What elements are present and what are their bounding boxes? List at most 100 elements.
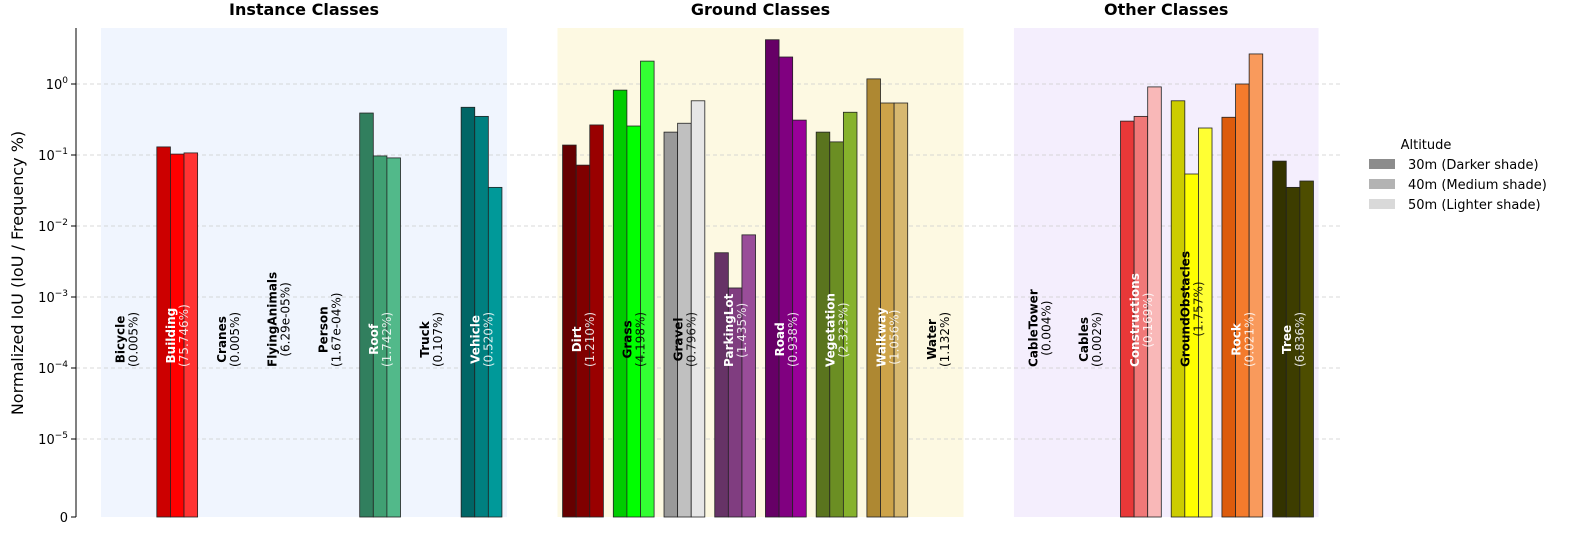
class-name: CableTower bbox=[1026, 289, 1040, 367]
class-label-cabletower: CableTower (0.004%) bbox=[1026, 289, 1053, 367]
class-frequency: (6.836%) bbox=[1293, 312, 1307, 367]
group-title: Instance Classes bbox=[229, 0, 379, 19]
y-tick-label: 10−5 bbox=[38, 431, 68, 448]
legend-label: 50m (Lighter shade) bbox=[1408, 198, 1541, 213]
class-name: Grass bbox=[621, 320, 635, 358]
class-label-walkway: Walkway (1.056%) bbox=[874, 307, 901, 367]
bar-road-2 bbox=[792, 119, 807, 518]
legend-label: 40m (Medium shade) bbox=[1408, 178, 1547, 193]
y-tick-label: 100 bbox=[46, 76, 69, 93]
class-label-road: Road (0.938%) bbox=[773, 312, 800, 367]
legend: Altitude 30m (Darker shade) 40m (Medium sh… bbox=[1369, 138, 1547, 213]
class-name: Gravel bbox=[671, 317, 685, 361]
group-background-2 bbox=[1013, 28, 1319, 517]
y-tick-label: 10−3 bbox=[38, 289, 68, 306]
class-name: GroundObstacles bbox=[1179, 251, 1193, 367]
class-name: Building bbox=[164, 308, 178, 364]
bar-groundobstacles-2 bbox=[1198, 127, 1213, 518]
class-name: Vegetation bbox=[824, 293, 838, 367]
bar-walkway-2 bbox=[893, 102, 909, 518]
class-frequency: (0.107%) bbox=[431, 312, 445, 367]
class-label-roof: Roof (1.742%) bbox=[367, 312, 394, 367]
class-frequency: (0.004%) bbox=[1039, 301, 1053, 356]
class-label-bicycle: Bicycle (0.005%) bbox=[114, 312, 141, 367]
class-name: Road bbox=[773, 322, 787, 356]
class-name: Vehicle bbox=[469, 315, 483, 364]
y-tick-label: 10−1 bbox=[38, 147, 68, 164]
class-label-vehicle: Vehicle (0.520%) bbox=[469, 312, 496, 367]
bar-rock-0 bbox=[1221, 116, 1236, 518]
class-label-cranes: Cranes (0.005%) bbox=[215, 312, 242, 367]
class-label-vegetation: Vegetation (2.323%) bbox=[824, 293, 851, 367]
class-name: Roof bbox=[367, 323, 381, 355]
class-label-rock: Rock (0.021%) bbox=[1229, 312, 1256, 367]
class-label-dirt: Dirt (1.210%) bbox=[570, 312, 597, 367]
class-frequency: (1.67e-04%) bbox=[329, 293, 343, 367]
class-label-parkinglot: ParkingLot (1.435%) bbox=[722, 293, 749, 367]
bar-walkway-0 bbox=[866, 78, 881, 518]
class-label-flyinganimals: FlyingAnimals (6.29e-05%) bbox=[266, 272, 293, 367]
legend-label: 30m (Darker shade) bbox=[1408, 158, 1539, 173]
bar-roof-0 bbox=[359, 112, 374, 518]
bar-grass-0 bbox=[612, 89, 628, 518]
class-frequency: (75.746%) bbox=[177, 304, 191, 367]
class-frequency: (0.796%) bbox=[684, 312, 698, 367]
class-name: Walkway bbox=[874, 307, 888, 367]
class-name: Cranes bbox=[215, 316, 229, 363]
legend-swatch bbox=[1369, 179, 1395, 189]
class-frequency: (0.005%) bbox=[228, 312, 242, 367]
bar-vehicle-0 bbox=[460, 106, 476, 518]
bar-grass-2 bbox=[640, 60, 655, 518]
class-frequency: (1.056%) bbox=[887, 310, 901, 365]
y-tick-label: 10−4 bbox=[38, 360, 68, 377]
class-frequency: (0.005%) bbox=[127, 312, 141, 367]
class-frequency: (6.29e-05%) bbox=[279, 282, 293, 356]
bar-road-0 bbox=[765, 39, 780, 518]
bar-building-2 bbox=[183, 152, 199, 518]
class-label-truck: Truck (0.107%) bbox=[418, 312, 445, 367]
legend-title: Altitude bbox=[1401, 138, 1452, 153]
bar-parkinglot-2 bbox=[741, 234, 756, 518]
class-name: FlyingAnimals bbox=[266, 272, 280, 367]
bar-dirt-2 bbox=[589, 124, 604, 518]
class-name: Water bbox=[925, 319, 939, 360]
class-label-cables: Cables (0.002%) bbox=[1077, 312, 1104, 367]
class-label-grass: Grass (4.198%) bbox=[621, 312, 648, 367]
class-frequency: (4.198%) bbox=[634, 312, 648, 367]
class-label-groundobstacles: GroundObstacles (1.757%) bbox=[1179, 251, 1206, 367]
class-name: Rock bbox=[1229, 322, 1243, 356]
class-frequency: (1.742%) bbox=[380, 312, 394, 367]
class-name: Dirt bbox=[570, 326, 584, 352]
class-name: Person bbox=[316, 306, 330, 353]
bar-gravel-2 bbox=[690, 100, 706, 518]
class-frequency: (1.757%) bbox=[1192, 281, 1206, 336]
group-title: Other Classes bbox=[1104, 0, 1228, 19]
y-axis-label: Normalized IoU (IoU / Frequency %) bbox=[8, 131, 27, 415]
class-label-water: Water (1.132%) bbox=[925, 312, 952, 367]
bar-roof-2 bbox=[386, 157, 401, 518]
bar-vehicle-2 bbox=[487, 186, 503, 518]
class-frequency: (2.323%) bbox=[837, 302, 851, 357]
class-label-person: Person (1.67e-04%) bbox=[316, 293, 343, 367]
class-frequency: (1.132%) bbox=[938, 312, 952, 367]
bar-road-1 bbox=[778, 56, 794, 518]
class-frequency: (0.169%) bbox=[1141, 293, 1155, 348]
bar-constructions-2 bbox=[1147, 86, 1162, 518]
class-name: Tree bbox=[1280, 325, 1294, 354]
class-frequency: (1.435%) bbox=[735, 303, 749, 358]
bar-tree-2 bbox=[1299, 180, 1314, 518]
y-tick-label: 10−2 bbox=[38, 218, 68, 235]
class-name: ParkingLot bbox=[722, 293, 736, 367]
legend-swatch bbox=[1369, 159, 1395, 169]
bar-rock-2 bbox=[1248, 53, 1264, 518]
class-frequency: (1.210%) bbox=[583, 312, 597, 367]
class-frequency: (0.520%) bbox=[482, 312, 496, 367]
bar-rock-1 bbox=[1235, 83, 1250, 518]
class-name: Constructions bbox=[1128, 273, 1142, 367]
class-frequency: (0.021%) bbox=[1242, 312, 1256, 367]
class-label-building: Building (75.746%) bbox=[164, 304, 191, 367]
legend-swatch bbox=[1369, 199, 1395, 209]
class-label-gravel: Gravel (0.796%) bbox=[671, 312, 698, 367]
class-name: Cables bbox=[1077, 317, 1091, 362]
